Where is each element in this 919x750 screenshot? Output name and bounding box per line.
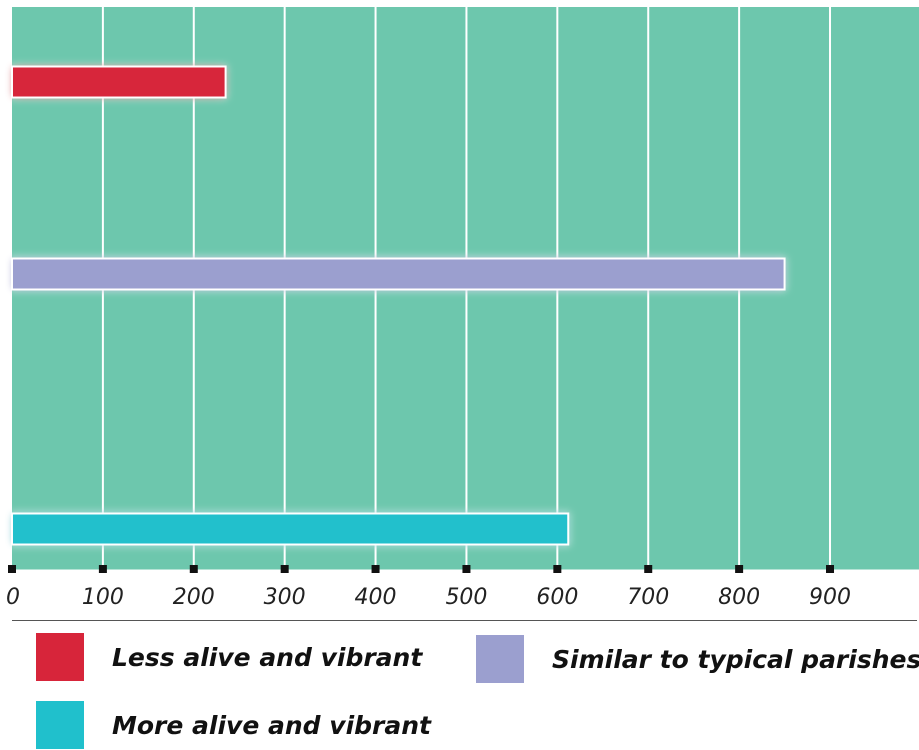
legend-label-similar: Similar to typical parishes	[552, 644, 919, 674]
x-tick-label-0: 0	[6, 585, 20, 610]
legend-item-more-alive: More alive and vibrant	[36, 701, 431, 749]
x-tick-label-900: 900	[809, 585, 851, 610]
legend-swatch-similar	[476, 635, 524, 683]
x-tick-mark-500	[462, 565, 471, 573]
x-tick-mark-100	[98, 565, 107, 573]
x-tick-labels: 0 100 200 300 400 500 600 700 800 900	[6, 585, 851, 610]
x-tick-mark-400	[371, 565, 380, 573]
x-tick-label-800: 800	[718, 585, 760, 610]
x-tick-label-600: 600	[536, 585, 578, 610]
x-tick-mark-700	[644, 565, 653, 573]
x-tick-label-300: 300	[264, 585, 306, 610]
x-tick-label-400: 400	[355, 585, 397, 610]
x-tick-label-500: 500	[445, 585, 487, 610]
legend-label-less-alive: Less alive and vibrant	[112, 642, 423, 672]
legend: Less alive and vibrant Similar to typica…	[0, 620, 919, 750]
legend-swatch-less-alive	[36, 633, 84, 681]
legend-swatch-more-alive	[36, 701, 84, 749]
x-tick-label-100: 100	[82, 585, 124, 610]
bar-similar-to-typical-parishes	[11, 257, 786, 291]
x-tick-label-700: 700	[627, 585, 669, 610]
bar-less-alive-and-vibrant	[11, 65, 227, 99]
legend-item-similar: Similar to typical parishes	[476, 635, 919, 683]
x-tick-mark-800	[735, 565, 744, 573]
x-tick-mark-300	[280, 565, 289, 573]
bars	[11, 65, 786, 546]
x-tick-mark-600	[553, 565, 562, 573]
legend-item-less-alive: Less alive and vibrant	[36, 633, 422, 681]
x-ticks	[8, 565, 835, 573]
x-tick-mark-200	[189, 565, 198, 573]
bar-more-alive-and-vibrant	[11, 512, 570, 546]
x-tick-mark-900	[826, 565, 835, 573]
x-tick-label-200: 200	[173, 585, 215, 610]
legend-label-more-alive: More alive and vibrant	[112, 710, 431, 740]
x-tick-mark-0	[8, 565, 16, 573]
legend-divider	[12, 620, 917, 621]
bar-chart: 0 100 200 300 400 500 600 700 800 900	[6, 7, 919, 610]
